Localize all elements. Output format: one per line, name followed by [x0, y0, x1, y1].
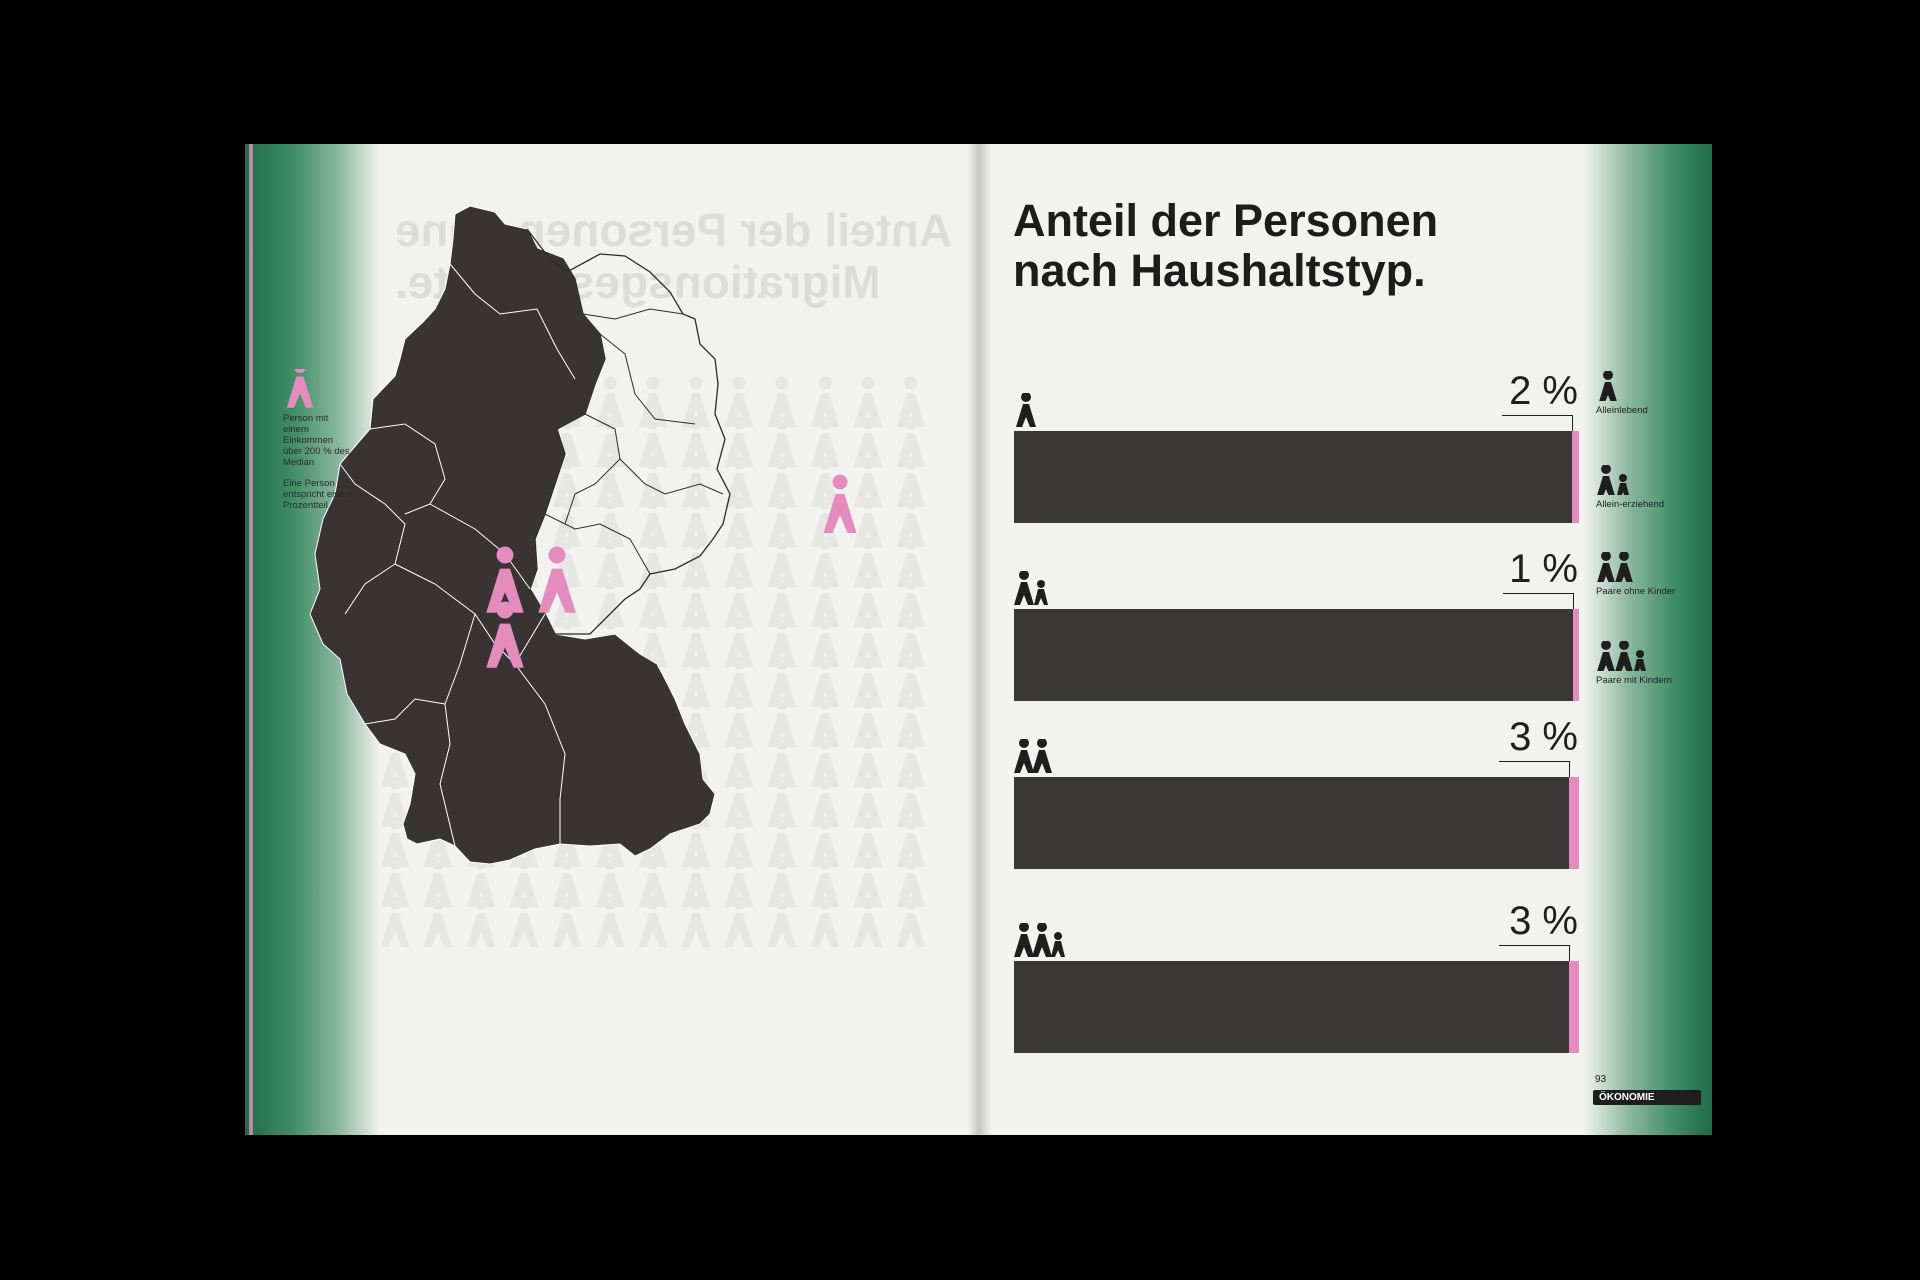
bar-highlight-fill — [1568, 777, 1579, 869]
legend-item: Paare mit Kindern — [1596, 641, 1686, 686]
bar-leader-line — [1502, 415, 1574, 432]
legend-item: Allein-erziehend — [1596, 465, 1686, 510]
book-gutter — [968, 144, 992, 1135]
bar-leader-line — [1503, 593, 1574, 610]
bar-value-label: 1 % — [1509, 547, 1578, 591]
person-marker-icon — [538, 546, 576, 613]
bar-leader-line — [1498, 761, 1570, 778]
map-legend: Person mit einem Einkommen über 200 % de… — [283, 369, 353, 521]
page-number: 93 — [1595, 1074, 1607, 1085]
legend-item: Alleinlebend — [1596, 371, 1686, 416]
bar-value-label: 3 % — [1509, 899, 1578, 943]
bar — [1014, 961, 1579, 1053]
single-parent-icon — [1014, 570, 1074, 612]
left-page: Anteil der Personen ohne Migrationsgesch… — [245, 144, 978, 1135]
bar-value-label: 2 % — [1509, 369, 1578, 413]
single-person-icon — [1599, 371, 1617, 401]
family-icon — [1014, 922, 1074, 964]
single-parent-icon — [1597, 465, 1629, 495]
west-germany-region — [309, 205, 716, 865]
bar-highlight-fill — [1572, 431, 1579, 523]
legend-item: Paare ohne Kinder — [1596, 552, 1686, 597]
bar — [1014, 777, 1579, 869]
east-state-borders — [544, 308, 724, 575]
legend-label: Alleinlebend — [1596, 405, 1648, 416]
legend-label: Paare mit Kindern — [1596, 675, 1673, 686]
couple-icon — [1597, 552, 1633, 582]
family-icon — [1597, 641, 1646, 671]
page-title: Anteil der Personen nach Haushaltstyp. — [1013, 196, 1438, 296]
title-line-2: nach Haushaltstyp. — [1013, 245, 1426, 296]
section-tab: ÖKONOMIE — [1593, 1090, 1701, 1105]
bar-highlight-fill — [1568, 961, 1579, 1053]
single-person-icon — [1014, 392, 1074, 434]
legend-symbol-text: Person mit einem Einkommen über 200 % de… — [283, 413, 350, 468]
bar — [1014, 609, 1579, 701]
bar-value-label: 3 % — [1509, 715, 1578, 759]
green-edge-band — [1584, 144, 1712, 1135]
legend-unit-text: Eine Person entspricht einem Prozentteil… — [283, 478, 353, 511]
bar-leader-line — [1498, 945, 1570, 962]
person-marker-icon — [823, 474, 857, 533]
germany-map — [309, 205, 857, 865]
bar — [1014, 431, 1579, 523]
bar-highlight-fill — [1573, 609, 1579, 701]
couple-icon — [1014, 738, 1074, 780]
title-line-1: Anteil der Personen — [1013, 195, 1439, 246]
west-state-borders — [339, 263, 576, 847]
legend-label: Allein-erziehend — [1596, 499, 1665, 510]
person-icon — [287, 369, 313, 408]
right-page: Anteil der Personen nach Haushaltstyp. 2… — [978, 144, 1712, 1135]
open-book: Anteil der Personen ohne Migrationsgesch… — [245, 144, 1712, 1135]
legend-label: Paare ohne Kinder — [1596, 586, 1676, 597]
pink-page-edge — [249, 144, 253, 1135]
